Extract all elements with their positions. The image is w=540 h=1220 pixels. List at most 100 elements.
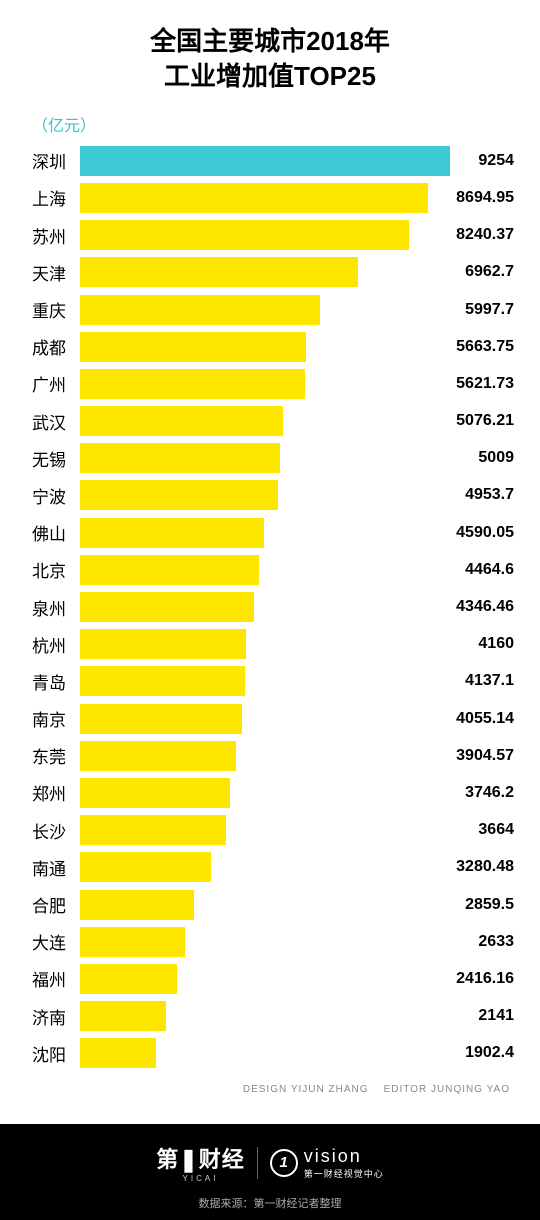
chart-row: 佛山 4590.05 xyxy=(32,514,520,551)
bar-value: 5621.73 xyxy=(456,375,514,393)
bar-wrap: 3280.48 xyxy=(80,852,520,882)
bar-value: 3664 xyxy=(478,821,514,839)
bar-value: 2633 xyxy=(478,933,514,951)
bar xyxy=(80,666,245,696)
editor-name: JUNQING YAO xyxy=(431,1084,510,1095)
bar xyxy=(80,890,194,920)
chart-row: 泉州4346.46 xyxy=(32,588,520,625)
bar xyxy=(80,183,428,213)
brand-yicai: 第❚财经 YICAI xyxy=(156,1142,244,1183)
city-label: 福州 xyxy=(32,966,80,991)
vision-icon-text: 1 xyxy=(280,1154,288,1171)
chart-row: 南通3280.48 xyxy=(32,849,520,886)
bar-value: 5076.21 xyxy=(456,412,514,430)
chart-row: 上海8694.95 xyxy=(32,179,520,216)
bar xyxy=(80,629,246,659)
chart-row: 大连 2633 xyxy=(32,923,520,960)
city-label: 广州 xyxy=(32,371,80,396)
city-label: 北京 xyxy=(32,557,80,582)
bar xyxy=(80,704,242,734)
bar-value: 6962.7 xyxy=(465,263,514,281)
bar-wrap: 4346.46 xyxy=(80,592,520,622)
city-label: 宁波 xyxy=(32,483,80,508)
brand-vision: 1 vision 第一财经视觉中心 xyxy=(270,1146,384,1180)
chart-row: 合肥2859.5 xyxy=(32,886,520,923)
city-label: 上海 xyxy=(32,185,80,210)
bar xyxy=(80,332,306,362)
chart-row: 北京4464.6 xyxy=(32,551,520,588)
chart-row: 天津 6962.7 xyxy=(32,254,520,291)
title-line1: 全国主要城市2018年 xyxy=(0,24,540,59)
data-source: 数据来源：第一财经记者整理 xyxy=(0,1183,540,1211)
city-label: 杭州 xyxy=(32,632,80,657)
bar-value: 2859.5 xyxy=(465,896,514,914)
city-label: 济南 xyxy=(32,1004,80,1029)
bar xyxy=(80,964,177,994)
city-label: 青岛 xyxy=(32,669,80,694)
chart-row: 苏州 8240.37 xyxy=(32,217,520,254)
bar xyxy=(80,815,226,845)
city-label: 深圳 xyxy=(32,148,80,173)
vision-cn: 第一财经视觉中心 xyxy=(304,1167,384,1180)
bar-wrap: 3904.57 xyxy=(80,741,520,771)
vision-text: vision 第一财经视觉中心 xyxy=(304,1146,384,1180)
chart-row: 东莞3904.57 xyxy=(32,737,520,774)
bar-value: 4137.1 xyxy=(465,672,514,690)
city-label: 佛山 xyxy=(32,520,80,545)
bar-wrap: 3746.2 xyxy=(80,778,520,808)
city-label: 南京 xyxy=(32,706,80,731)
bar-value: 2416.16 xyxy=(456,970,514,988)
chart-row: 宁波 4953.7 xyxy=(32,477,520,514)
bar xyxy=(80,443,280,473)
bar xyxy=(80,1038,156,1068)
bar-wrap: 4464.6 xyxy=(80,555,520,585)
city-label: 重庆 xyxy=(32,297,80,322)
design-name: YIJUN ZHANG xyxy=(291,1084,369,1095)
bar xyxy=(80,592,254,622)
city-label: 大连 xyxy=(32,929,80,954)
city-label: 无锡 xyxy=(32,446,80,471)
city-label: 苏州 xyxy=(32,223,80,248)
design-label: DESIGN xyxy=(243,1084,287,1095)
bar-value: 8240.37 xyxy=(456,226,514,244)
city-label: 沈阳 xyxy=(32,1041,80,1066)
bar-value: 4953.7 xyxy=(465,486,514,504)
brand1-en: YICAI xyxy=(156,1174,244,1183)
bar-value: 5997.7 xyxy=(465,301,514,319)
city-label: 长沙 xyxy=(32,818,80,843)
bar xyxy=(80,406,283,436)
bar-wrap: 2141 xyxy=(80,1001,520,1031)
bar-value: 3280.48 xyxy=(456,858,514,876)
source-label: 数据来源： xyxy=(199,1198,254,1210)
editor-label: EDITOR xyxy=(384,1084,428,1095)
bar-wrap: 5663.75 xyxy=(80,332,520,362)
bar-wrap: 4160 xyxy=(80,629,520,659)
chart-row: 无锡5009 xyxy=(32,440,520,477)
bar-wrap: 2859.5 xyxy=(80,890,520,920)
bar-value: 4055.14 xyxy=(456,710,514,728)
bar xyxy=(80,741,236,771)
bar-wrap: 2416.16 xyxy=(80,964,520,994)
bar-value: 4590.05 xyxy=(456,524,514,542)
bar-wrap: 4055.14 xyxy=(80,704,520,734)
bar xyxy=(80,778,230,808)
chart-row: 济南2141 xyxy=(32,998,520,1035)
bar-wrap: 8240.37 xyxy=(80,220,520,250)
vision-en: vision xyxy=(304,1146,384,1167)
chart-row: 广州 5621.73 xyxy=(32,365,520,402)
chart-row: 杭州4160 xyxy=(32,626,520,663)
brand1-cn: 第❚财经 xyxy=(156,1142,244,1174)
chart-row: 青岛 4137.1 xyxy=(32,663,520,700)
bar xyxy=(80,1001,166,1031)
city-label: 天津 xyxy=(32,260,80,285)
chart-row: 长沙 3664 xyxy=(32,812,520,849)
bar xyxy=(80,257,358,287)
chart-title: 全国主要城市2018年 工业增加值TOP25 xyxy=(0,0,540,94)
chart-row: 武汉5076.21 xyxy=(32,403,520,440)
bar-wrap: 5009 xyxy=(80,443,520,473)
vertical-divider xyxy=(257,1147,258,1179)
bar-wrap: 3664 xyxy=(80,815,520,845)
bar-value: 1902.4 xyxy=(465,1044,514,1062)
city-label: 泉州 xyxy=(32,595,80,620)
bar xyxy=(80,146,450,176)
